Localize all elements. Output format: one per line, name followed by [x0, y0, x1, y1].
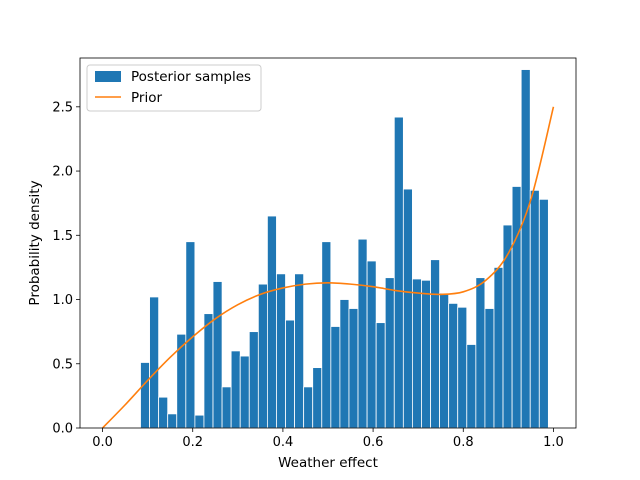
plot-frame — [79, 57, 577, 429]
x-tick-label: 0.0 — [92, 435, 113, 450]
histogram-bar — [493, 267, 504, 429]
histogram-bar — [375, 322, 386, 429]
x-axis-ticks: 0.0 0.2 0.4 0.6 0.8 1.0 — [92, 428, 564, 450]
histogram-bar — [412, 278, 422, 429]
histogram-bar — [475, 277, 486, 429]
histogram-bar — [529, 189, 540, 429]
histogram-bar — [303, 386, 314, 429]
histogram-bar — [321, 241, 332, 429]
x-tick-label: 0.8 — [453, 435, 474, 450]
histogram-bar — [239, 355, 250, 429]
histogram-bar — [330, 326, 341, 429]
legend-swatch-posterior — [95, 71, 121, 82]
legend: Posterior samples Prior — [86, 64, 262, 112]
histogram-bar — [339, 299, 350, 429]
histogram-bar — [520, 69, 531, 429]
histogram-bar — [484, 308, 495, 429]
histogram-bar — [430, 259, 440, 429]
y-tick-label: 1.0 — [52, 293, 73, 308]
x-tick-label: 0.6 — [363, 435, 384, 450]
histogram-bar — [393, 116, 404, 429]
histogram-bar — [266, 215, 277, 429]
x-tick-label: 0.2 — [182, 435, 203, 450]
histogram-bar — [348, 308, 359, 429]
histogram-bar — [448, 302, 459, 429]
histogram-bar — [384, 277, 395, 429]
histogram-bar — [176, 333, 187, 429]
histogram-bar — [421, 279, 431, 429]
histogram-bar — [149, 296, 160, 429]
histogram-bar — [285, 319, 295, 429]
histogram-bar — [221, 386, 232, 429]
histogram-bar — [185, 241, 196, 429]
histogram-bar — [140, 362, 150, 429]
x-tick-label: 1.0 — [543, 435, 564, 450]
y-axis-label: Probability density — [27, 180, 43, 305]
histogram-bar — [439, 292, 450, 429]
legend-box — [86, 64, 262, 112]
x-axis-label: Weather effect — [278, 455, 378, 471]
legend-label-prior: Prior — [131, 90, 162, 106]
histogram-bar — [294, 273, 305, 429]
histogram-bar — [158, 396, 169, 429]
y-tick-label: 1.5 — [52, 229, 73, 244]
histogram-bar — [257, 283, 268, 429]
legend-label-posterior: Posterior samples — [131, 69, 251, 85]
histogram-bar — [230, 350, 241, 429]
histogram-bar — [357, 238, 368, 429]
x-tick-label: 0.4 — [273, 435, 294, 450]
y-tick-label: 0.0 — [52, 422, 73, 437]
histogram-bar — [212, 281, 223, 429]
histogram-bar — [312, 367, 323, 429]
histogram-bar — [457, 306, 468, 429]
histogram-bar — [248, 331, 259, 429]
histogram-bar — [538, 198, 549, 429]
y-tick-label: 2.0 — [52, 165, 73, 180]
histogram-bar — [511, 186, 522, 429]
histogram-bar — [194, 414, 205, 429]
histogram-bar — [167, 413, 178, 429]
histogram-bar — [203, 313, 214, 429]
histogram-bar — [466, 344, 477, 429]
prior-line — [101, 106, 555, 429]
y-axis-ticks: 0.0 0.5 1.0 1.5 2.0 2.5 — [52, 100, 80, 437]
histogram-bar — [402, 188, 413, 429]
y-tick-label: 0.5 — [52, 357, 73, 372]
y-tick-label: 2.5 — [52, 100, 73, 115]
histogram-bar — [276, 273, 286, 429]
